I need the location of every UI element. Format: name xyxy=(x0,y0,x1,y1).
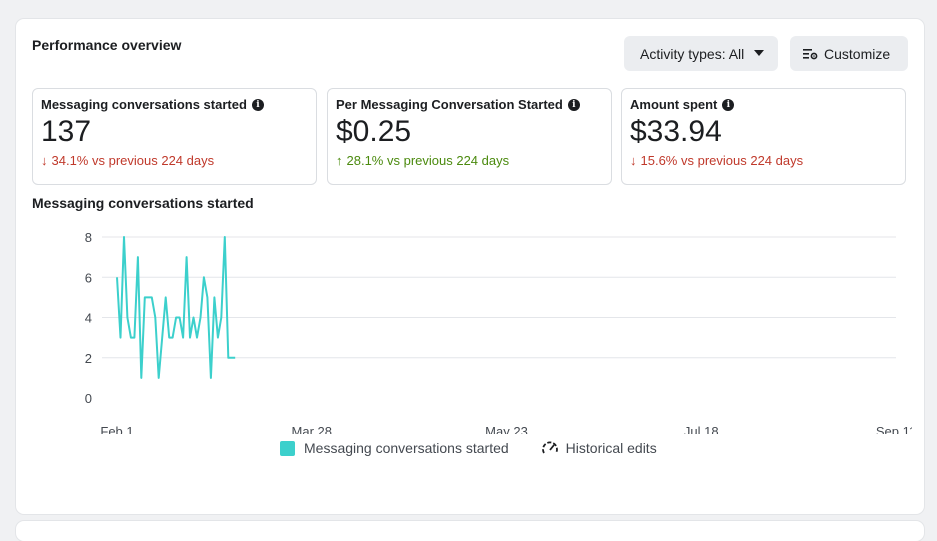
line-chart[interactable]: 0 2 4 6 8 Feb 1 Mar 28 May 23 Jul 18 Sep 11 xyxy=(32,219,912,434)
metric-label: Per Messaging Conversation Started xyxy=(336,97,563,112)
metric-value: 137 xyxy=(41,115,92,148)
activity-types-label: Activity types: All xyxy=(640,45,745,62)
arrow-down-icon: ↓ xyxy=(630,153,637,168)
metric-change-text: 34.1% vs previous 224 days xyxy=(51,153,215,168)
legend-swatch xyxy=(280,440,295,456)
arrow-down-icon: ↓ xyxy=(41,153,48,168)
customize-label: Customize xyxy=(824,45,891,62)
metric-label-row: Messaging conversations started i xyxy=(41,97,308,112)
x-tick-label: Mar 28 xyxy=(292,424,332,434)
x-tick-label: Feb 1 xyxy=(100,424,133,434)
caret-down-icon xyxy=(754,50,764,56)
legend-label: Messaging conversations started xyxy=(304,440,509,456)
metric-label-row: Per Messaging Conversation Started i xyxy=(336,97,603,112)
y-tick-label: 8 xyxy=(85,230,92,245)
metric-change-text: 28.1% vs previous 224 days xyxy=(346,153,510,168)
page-title: Performance overview xyxy=(32,37,182,53)
y-tick-label: 6 xyxy=(85,270,92,285)
metric-change: ↓ 34.1% vs previous 224 days xyxy=(41,153,308,168)
metric-change: ↓ 15.6% vs previous 224 days xyxy=(630,153,897,168)
metric-change-text: 15.6% vs previous 224 days xyxy=(640,153,804,168)
metric-label: Messaging conversations started xyxy=(41,97,247,112)
metric-card-amount-spent[interactable]: Amount spent i $33.94 ↓ 15.6% vs previou… xyxy=(621,88,906,185)
y-tick-label: 4 xyxy=(85,311,92,326)
info-icon[interactable]: i xyxy=(722,98,735,111)
y-tick-label: 2 xyxy=(85,351,92,366)
performance-overview-card: Performance overview Activity types: All… xyxy=(16,19,924,514)
metric-card-cost-per-conversation[interactable]: Per Messaging Conversation Started i $0.… xyxy=(327,88,612,185)
metric-change: ↑ 28.1% vs previous 224 days xyxy=(336,153,603,168)
customize-icon xyxy=(803,48,818,59)
info-icon[interactable]: i xyxy=(567,98,580,111)
legend-label: Historical edits xyxy=(565,440,657,456)
x-tick-label: May 23 xyxy=(485,424,528,434)
legend-item-conversations[interactable]: Messaging conversations started xyxy=(280,440,509,456)
info-icon[interactable]: i xyxy=(251,98,264,111)
gauge-icon xyxy=(541,441,558,454)
activity-types-dropdown[interactable]: Activity types: All xyxy=(624,36,778,71)
next-card xyxy=(16,521,924,541)
legend-item-historical-edits[interactable]: Historical edits xyxy=(541,440,657,456)
metric-label: Amount spent xyxy=(630,97,718,112)
metric-label-row: Amount spent i xyxy=(630,97,897,112)
customize-button[interactable]: Customize xyxy=(790,36,908,71)
arrow-up-icon: ↑ xyxy=(336,153,343,168)
metric-value: $0.25 xyxy=(336,115,412,148)
chart-legend: Messaging conversations started Historic… xyxy=(280,440,657,456)
chart-title: Messaging conversations started xyxy=(32,195,254,211)
metric-value: $33.94 xyxy=(630,115,722,148)
series-line xyxy=(116,236,236,379)
y-tick-label: 0 xyxy=(85,391,92,406)
x-tick-label: Jul 18 xyxy=(684,424,719,434)
x-tick-label: Sep 11 xyxy=(876,424,912,434)
metric-card-conversations[interactable]: Messaging conversations started i 137 ↓ … xyxy=(32,88,317,185)
